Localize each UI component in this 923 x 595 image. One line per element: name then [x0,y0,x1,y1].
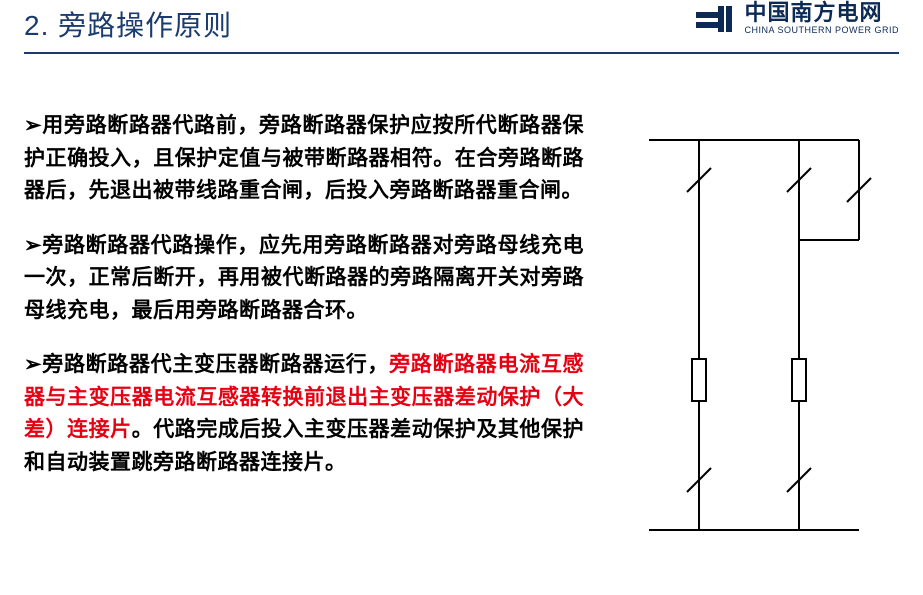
brand-logo-icon [696,6,734,32]
content-row: ➢用旁路断路器代路前，旁路断路器保护应按所代断路器保护正确投入，且保护定值与被带… [24,110,899,550]
text-column: ➢用旁路断路器代路前，旁路断路器保护应按所代断路器保护正确投入，且保护定值与被带… [24,110,584,550]
paragraph-3: ➢旁路断路器代主变压器断路器运行，旁路断路器电流互感器与主变压器电流互感器转换前… [24,349,584,479]
slide-page: 2. 旁路操作原则 中国南方电网 CHINA SOUTHERN POWER GR… [0,0,923,595]
paragraph-2: ➢旁路断路器代路操作，应先用旁路断路器对旁路母线充电一次，正常后断开，再用被代断… [24,230,584,328]
brand-text: 中国南方电网 CHINA SOUTHERN POWER GRID [744,2,899,35]
bullet-icon: ➢ [24,114,42,137]
header-rule [24,52,899,54]
diagram-column [608,110,899,550]
brand-name-en: CHINA SOUTHERN POWER GRID [744,26,899,35]
page-title: 2. 旁路操作原则 [24,4,232,44]
brand-name-cn: 中国南方电网 [744,2,899,24]
brand-block: 中国南方电网 CHINA SOUTHERN POWER GRID [696,2,899,35]
paragraph-1-text: 用旁路断路器代路前，旁路断路器保护应按所代断路器保护正确投入，且保护定值与被带断… [24,114,584,202]
paragraph-1: ➢用旁路断路器代路前，旁路断路器保护应按所代断路器保护正确投入，且保护定值与被带… [24,110,584,208]
header: 2. 旁路操作原则 中国南方电网 CHINA SOUTHERN POWER GR… [24,0,899,44]
paragraph-2-text: 旁路断路器代路操作，应先用旁路断路器对旁路母线充电一次，正常后断开，再用被代断路… [24,234,584,322]
bullet-icon: ➢ [24,353,42,376]
bullet-icon: ➢ [24,234,42,257]
paragraph-3-lead: 旁路断路器代主变压器断路器运行， [42,353,389,376]
bypass-schematic [629,120,879,550]
